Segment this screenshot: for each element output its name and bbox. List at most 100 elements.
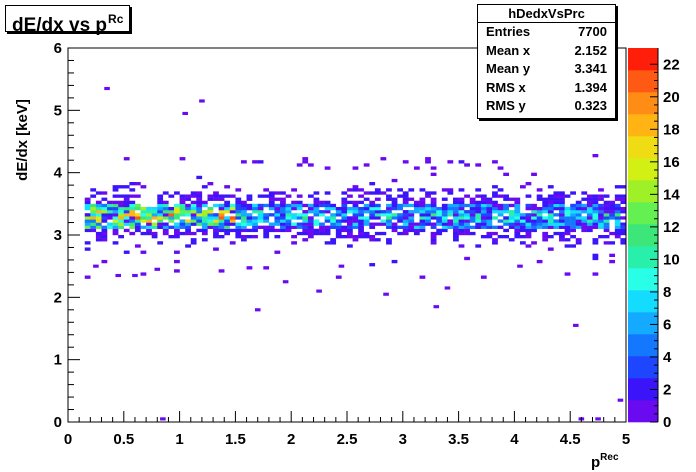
heatmap-cell bbox=[118, 213, 124, 217]
heatmap-cell bbox=[358, 194, 364, 198]
heatmap-cell bbox=[492, 200, 498, 205]
heatmap-cell bbox=[196, 213, 203, 217]
heatmap-cell bbox=[430, 225, 437, 229]
heatmap-cell bbox=[324, 203, 331, 208]
heatmap-cell bbox=[595, 417, 601, 421]
heatmap-cell bbox=[291, 206, 297, 211]
heatmap-cell bbox=[464, 225, 470, 229]
heatmap-cell bbox=[207, 194, 214, 198]
heatmap-cell bbox=[218, 235, 225, 239]
heatmap-cell bbox=[553, 225, 560, 229]
heatmap-cell bbox=[263, 235, 270, 239]
heatmap-cell bbox=[179, 206, 186, 211]
heatmap-cell bbox=[503, 219, 510, 223]
heatmap-cell bbox=[352, 235, 359, 239]
heatmap-cell bbox=[213, 235, 219, 239]
heatmap-cell bbox=[603, 213, 610, 217]
heatmap-cell bbox=[134, 213, 141, 217]
heatmap-cell bbox=[458, 197, 465, 201]
heatmap-cell bbox=[425, 210, 431, 214]
heatmap-cell bbox=[570, 219, 576, 223]
heatmap-cell bbox=[112, 225, 119, 229]
heatmap-cell bbox=[581, 206, 588, 211]
heatmap-cell bbox=[263, 231, 270, 236]
heatmap-cell bbox=[157, 219, 164, 223]
heatmap-cell bbox=[564, 222, 571, 226]
heatmap-cell bbox=[280, 200, 286, 205]
heatmap-cell bbox=[254, 308, 261, 312]
heatmap-cell bbox=[531, 222, 537, 226]
heatmap-cell bbox=[302, 157, 309, 161]
heatmap-cell bbox=[352, 222, 359, 226]
heatmap-cell bbox=[246, 206, 253, 211]
heatmap-cell bbox=[174, 203, 180, 208]
heatmap-cell bbox=[508, 225, 515, 229]
heatmap-cell bbox=[134, 222, 141, 226]
heatmap-cell bbox=[185, 213, 191, 217]
heatmap-cell bbox=[112, 206, 119, 211]
heatmap-cell bbox=[564, 228, 571, 233]
heatmap-cell bbox=[570, 244, 576, 248]
heatmap-cell bbox=[419, 216, 426, 220]
heatmap-cell bbox=[592, 225, 599, 229]
stats-value: 2.152 bbox=[574, 42, 607, 58]
heatmap-cell bbox=[240, 200, 247, 205]
heatmap-cell bbox=[140, 206, 147, 211]
heatmap-cell bbox=[307, 194, 314, 198]
heatmap-cell bbox=[430, 197, 437, 201]
heatmap-cell bbox=[335, 210, 342, 214]
heatmap-cell bbox=[620, 185, 627, 189]
heatmap-cell bbox=[469, 231, 476, 236]
stats-row-mean-x: Mean x 2.152 bbox=[478, 42, 615, 61]
heatmap-cell bbox=[90, 219, 97, 223]
heatmap-cell bbox=[252, 225, 258, 229]
heatmap-cell bbox=[316, 289, 322, 293]
heatmap-cell bbox=[174, 191, 180, 195]
heatmap-cell bbox=[391, 200, 398, 205]
heatmap-cell bbox=[218, 228, 225, 233]
heatmap-cell bbox=[101, 206, 108, 211]
heatmap-cell bbox=[257, 216, 264, 220]
heatmap-cell bbox=[123, 197, 130, 201]
heatmap-cell bbox=[118, 206, 124, 211]
heatmap-cell bbox=[480, 194, 487, 198]
heatmap-cell bbox=[307, 210, 314, 214]
heatmap-cell bbox=[458, 203, 465, 208]
heatmap-cell bbox=[531, 206, 537, 211]
heatmap-cell bbox=[436, 206, 443, 211]
heatmap-cell bbox=[335, 222, 342, 226]
heatmap-cell bbox=[464, 222, 470, 226]
heatmap-cell bbox=[497, 203, 504, 208]
heatmap-cell bbox=[257, 203, 264, 208]
heatmap-cell bbox=[598, 197, 604, 201]
heatmap-cell bbox=[386, 194, 392, 198]
heatmap-cell bbox=[536, 213, 543, 217]
heatmap-cell bbox=[190, 213, 197, 217]
heatmap-cell bbox=[469, 225, 476, 229]
heatmap-cell bbox=[492, 194, 498, 198]
heatmap-cell bbox=[386, 197, 392, 201]
heatmap-cell bbox=[213, 191, 219, 195]
heatmap-cell bbox=[224, 219, 231, 223]
heatmap-cell bbox=[620, 200, 627, 205]
heatmap-cell bbox=[363, 210, 370, 214]
heatmap-cell bbox=[391, 213, 398, 217]
heatmap-cell bbox=[464, 219, 470, 223]
heatmap-cell bbox=[352, 185, 359, 189]
heatmap-cell bbox=[118, 194, 124, 198]
heatmap-cell bbox=[464, 203, 470, 208]
heatmap-cell bbox=[374, 222, 381, 226]
heatmap-cell bbox=[531, 213, 537, 217]
heatmap-cell bbox=[101, 219, 108, 223]
heatmap-cell bbox=[374, 213, 381, 217]
heatmap-cell bbox=[559, 200, 565, 205]
heatmap-cell bbox=[469, 200, 476, 205]
color-scale: 0 2 4 6 8 10 12 14 16 18 20 22 bbox=[628, 48, 680, 431]
heatmap-cell bbox=[508, 216, 515, 220]
heatmap-cell bbox=[107, 216, 113, 220]
heatmap-cell bbox=[475, 163, 482, 167]
heatmap-cell bbox=[179, 213, 186, 217]
heatmap-cell bbox=[592, 197, 599, 201]
heatmap-cell bbox=[246, 197, 253, 201]
heatmap-cell bbox=[307, 203, 314, 208]
